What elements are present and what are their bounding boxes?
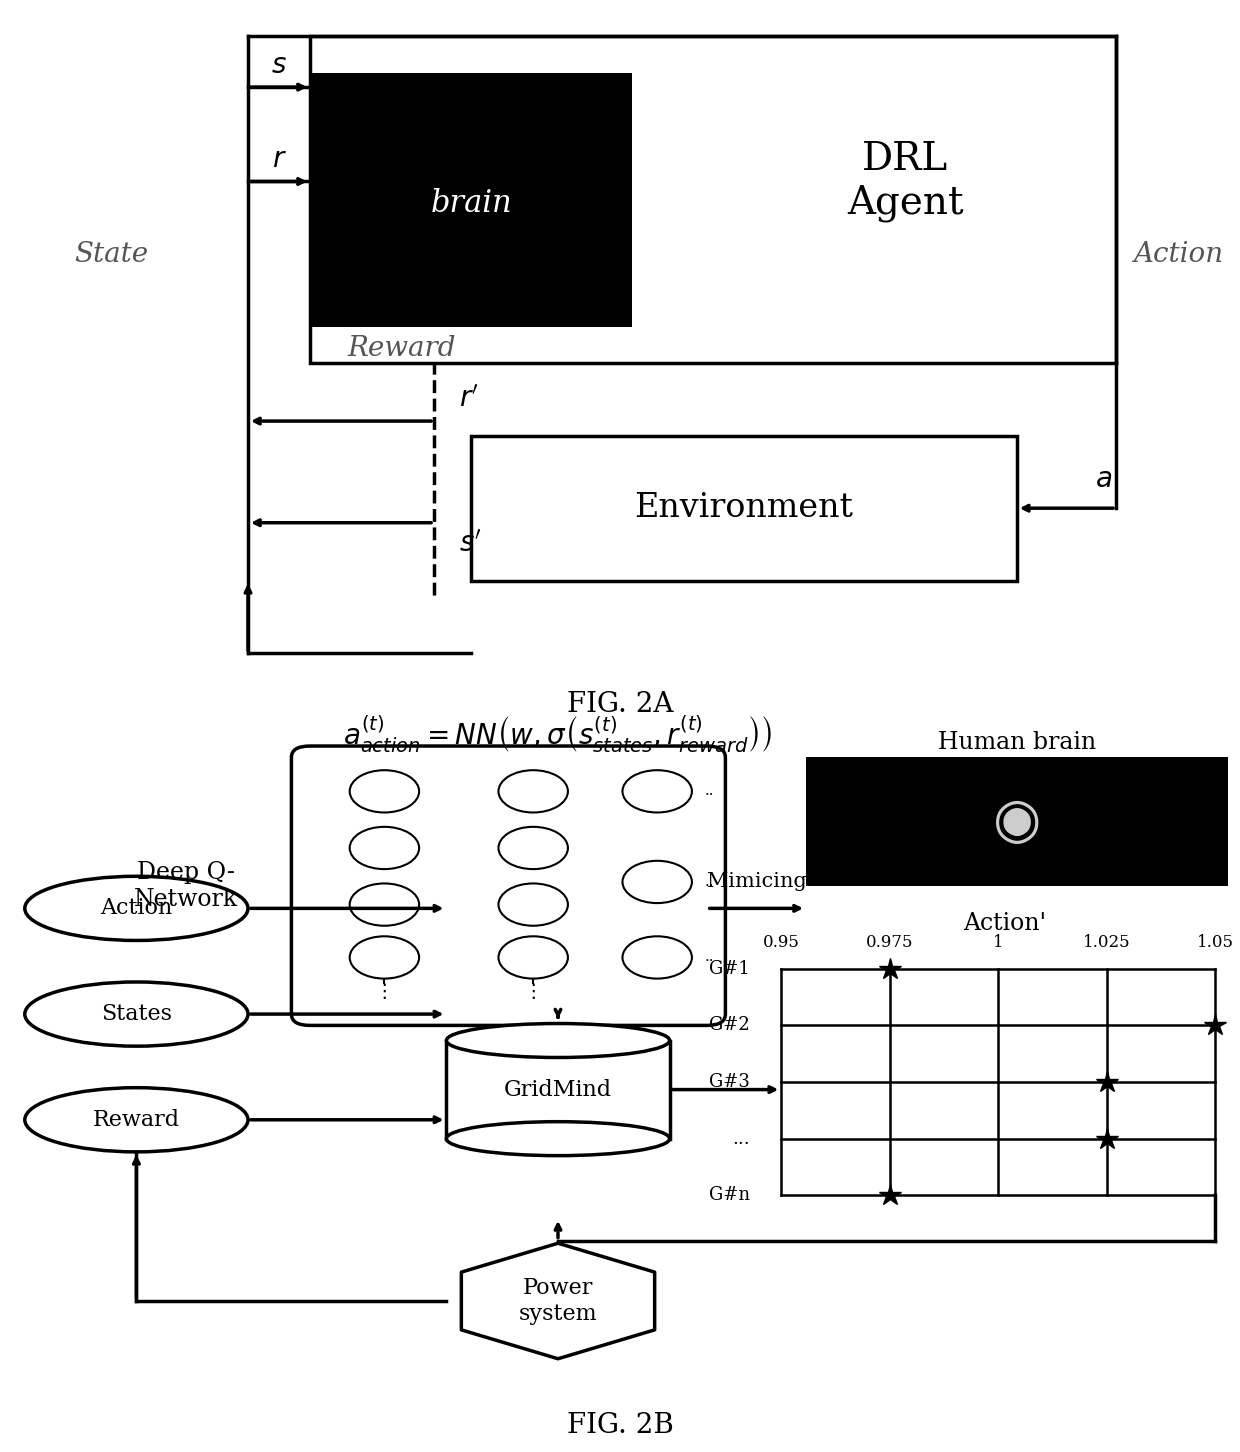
Text: 0.95: 0.95 bbox=[763, 934, 800, 951]
Bar bbox=[446, 1041, 670, 1138]
Circle shape bbox=[498, 937, 568, 979]
Ellipse shape bbox=[25, 1088, 248, 1151]
Text: 1.025: 1.025 bbox=[1083, 934, 1131, 951]
Circle shape bbox=[350, 826, 419, 870]
Bar bbox=[806, 758, 1228, 886]
Text: $r$: $r$ bbox=[272, 147, 286, 173]
Circle shape bbox=[498, 883, 568, 926]
Text: ◉: ◉ bbox=[992, 794, 1042, 848]
Circle shape bbox=[350, 937, 419, 979]
Text: States: States bbox=[100, 1003, 172, 1025]
Text: Action': Action' bbox=[962, 912, 1047, 935]
Text: $r'$: $r'$ bbox=[459, 386, 479, 412]
Ellipse shape bbox=[446, 1121, 670, 1156]
Text: FIG. 2A: FIG. 2A bbox=[567, 691, 673, 717]
Text: ..: .. bbox=[704, 876, 714, 889]
Circle shape bbox=[622, 861, 692, 903]
Text: DRL
Agent: DRL Agent bbox=[847, 141, 963, 222]
Text: ..: .. bbox=[704, 784, 714, 799]
Text: Mimicing: Mimicing bbox=[707, 873, 806, 892]
Text: GridMind: GridMind bbox=[503, 1079, 613, 1101]
Text: 0.975: 0.975 bbox=[866, 934, 914, 951]
Text: G#3: G#3 bbox=[709, 1073, 750, 1090]
Text: ⋮: ⋮ bbox=[374, 982, 394, 1000]
Text: ⋮: ⋮ bbox=[523, 982, 543, 1000]
Text: brain: brain bbox=[430, 187, 512, 219]
Circle shape bbox=[622, 937, 692, 979]
Circle shape bbox=[622, 770, 692, 813]
Text: Reward: Reward bbox=[93, 1109, 180, 1131]
Text: Reward: Reward bbox=[347, 335, 456, 362]
Circle shape bbox=[498, 826, 568, 870]
Bar bbox=[310, 36, 1116, 363]
Bar bbox=[471, 436, 1017, 581]
Text: Action: Action bbox=[100, 897, 172, 919]
Circle shape bbox=[350, 883, 419, 926]
Text: Power
system: Power system bbox=[518, 1278, 598, 1324]
Text: G#n: G#n bbox=[709, 1186, 750, 1204]
FancyBboxPatch shape bbox=[291, 746, 725, 1025]
Circle shape bbox=[350, 770, 419, 813]
Bar bbox=[310, 73, 632, 327]
Text: $a$: $a$ bbox=[1095, 466, 1112, 492]
Text: Environment: Environment bbox=[635, 492, 853, 524]
Ellipse shape bbox=[446, 1024, 670, 1057]
Text: Deep Q-
Network: Deep Q- Network bbox=[134, 861, 238, 910]
Text: Human brain: Human brain bbox=[937, 730, 1096, 754]
Text: $s'$: $s'$ bbox=[459, 531, 481, 558]
Text: FIG. 2B: FIG. 2B bbox=[567, 1413, 673, 1439]
Ellipse shape bbox=[25, 876, 248, 941]
Ellipse shape bbox=[25, 982, 248, 1045]
Text: State: State bbox=[74, 241, 149, 267]
Polygon shape bbox=[461, 1243, 655, 1359]
Text: G#1: G#1 bbox=[709, 960, 750, 977]
Text: Action: Action bbox=[1133, 241, 1223, 267]
Text: 1: 1 bbox=[993, 934, 1003, 951]
Text: ..: .. bbox=[704, 951, 714, 964]
Text: 1.05: 1.05 bbox=[1197, 934, 1234, 951]
Circle shape bbox=[498, 770, 568, 813]
Text: $a^{(t)}_{action} = NN\left(w, \sigma\left(s^{(t)}_{states}, r^{(t)}_{reward}\ri: $a^{(t)}_{action} = NN\left(w, \sigma\le… bbox=[343, 714, 773, 755]
Text: G#2: G#2 bbox=[709, 1016, 750, 1034]
Text: $s$: $s$ bbox=[272, 52, 286, 78]
Text: ...: ... bbox=[733, 1130, 750, 1147]
